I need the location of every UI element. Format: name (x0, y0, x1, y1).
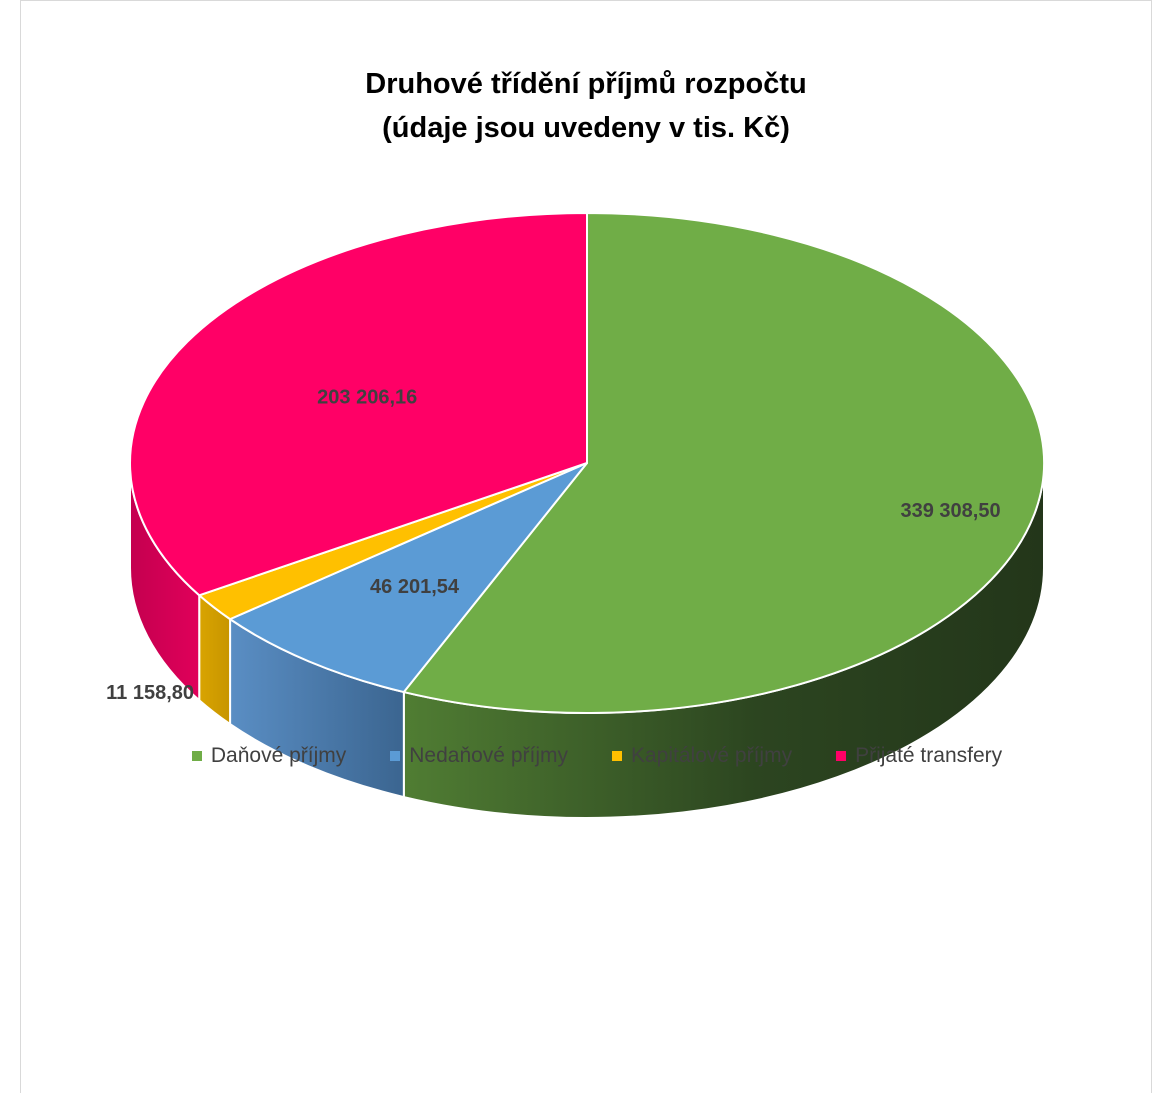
pie-sides (129, 462, 1045, 819)
legend-label: Přijaté transfery (855, 744, 1003, 767)
legend-swatch-yellow (612, 751, 622, 761)
legend-item-kapitalove: Kapitálové příjmy (612, 744, 792, 768)
legend-item-transfery: Přijaté transfery (836, 744, 1002, 768)
pie-top-faces (129, 212, 1045, 714)
data-label-nedanove: 46 201,54 (370, 576, 460, 598)
legend-item-nedanove: Nedaňové příjmy (390, 744, 568, 768)
legend-label: Nedaňové příjmy (409, 744, 568, 767)
chart-title-block: Druhové třídění příjmů rozpočtu (údaje j… (20, 62, 1152, 150)
data-label-danove: 339 308,50 (900, 500, 1000, 522)
pie-slice-transfery (129, 212, 588, 597)
pie-slice-danove (402, 212, 1045, 714)
legend-swatch-green (191, 751, 202, 761)
legend-item-danove: Daňové příjmy (191, 744, 347, 768)
legend-label: Daňové příjmy (210, 744, 347, 767)
legend-label: Kapitálové příjmy (631, 744, 793, 767)
legend: Daňové příjmy Nedaňové příjmy Kapitálové… (0, 741, 1154, 771)
legend-swatch-blue (390, 751, 401, 761)
chart-subtitle: (údaje jsou uvedeny v tis. Kč) (382, 112, 790, 144)
pie-data-labels: 339 308,50 46 201,54 11 158,80 203 206,16 (106, 386, 1000, 704)
data-label-transfery: 203 206,16 (317, 386, 417, 408)
chart-title: Druhové třídění příjmů rozpočtu (365, 68, 807, 100)
pie-slice-nedanove (229, 462, 588, 694)
data-label-kapitalove: 11 158,80 (106, 682, 194, 704)
legend-swatch-pink (836, 751, 847, 761)
